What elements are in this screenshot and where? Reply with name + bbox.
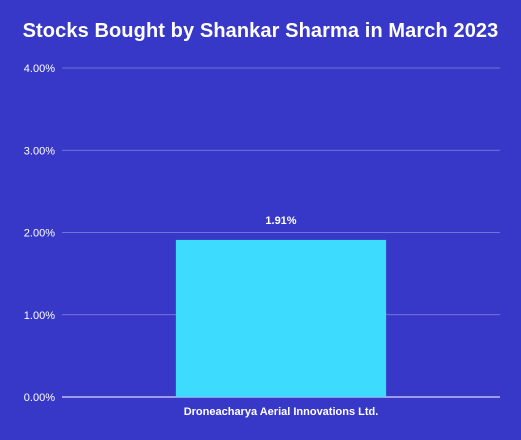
data-label: 1.91%: [265, 215, 296, 227]
chart-title: Stocks Bought by Shankar Sharma in March…: [22, 20, 499, 42]
bar: [175, 239, 387, 397]
y-tick-label: 1.00%: [24, 310, 55, 322]
y-tick-label: 0.00%: [24, 392, 55, 404]
y-tick-label: 3.00%: [24, 145, 55, 157]
y-tick-label: 2.00%: [24, 228, 55, 240]
x-category-label: Droneacharya Aerial Innovations Ltd.: [184, 406, 379, 418]
y-tick-label: 4.00%: [24, 63, 55, 75]
